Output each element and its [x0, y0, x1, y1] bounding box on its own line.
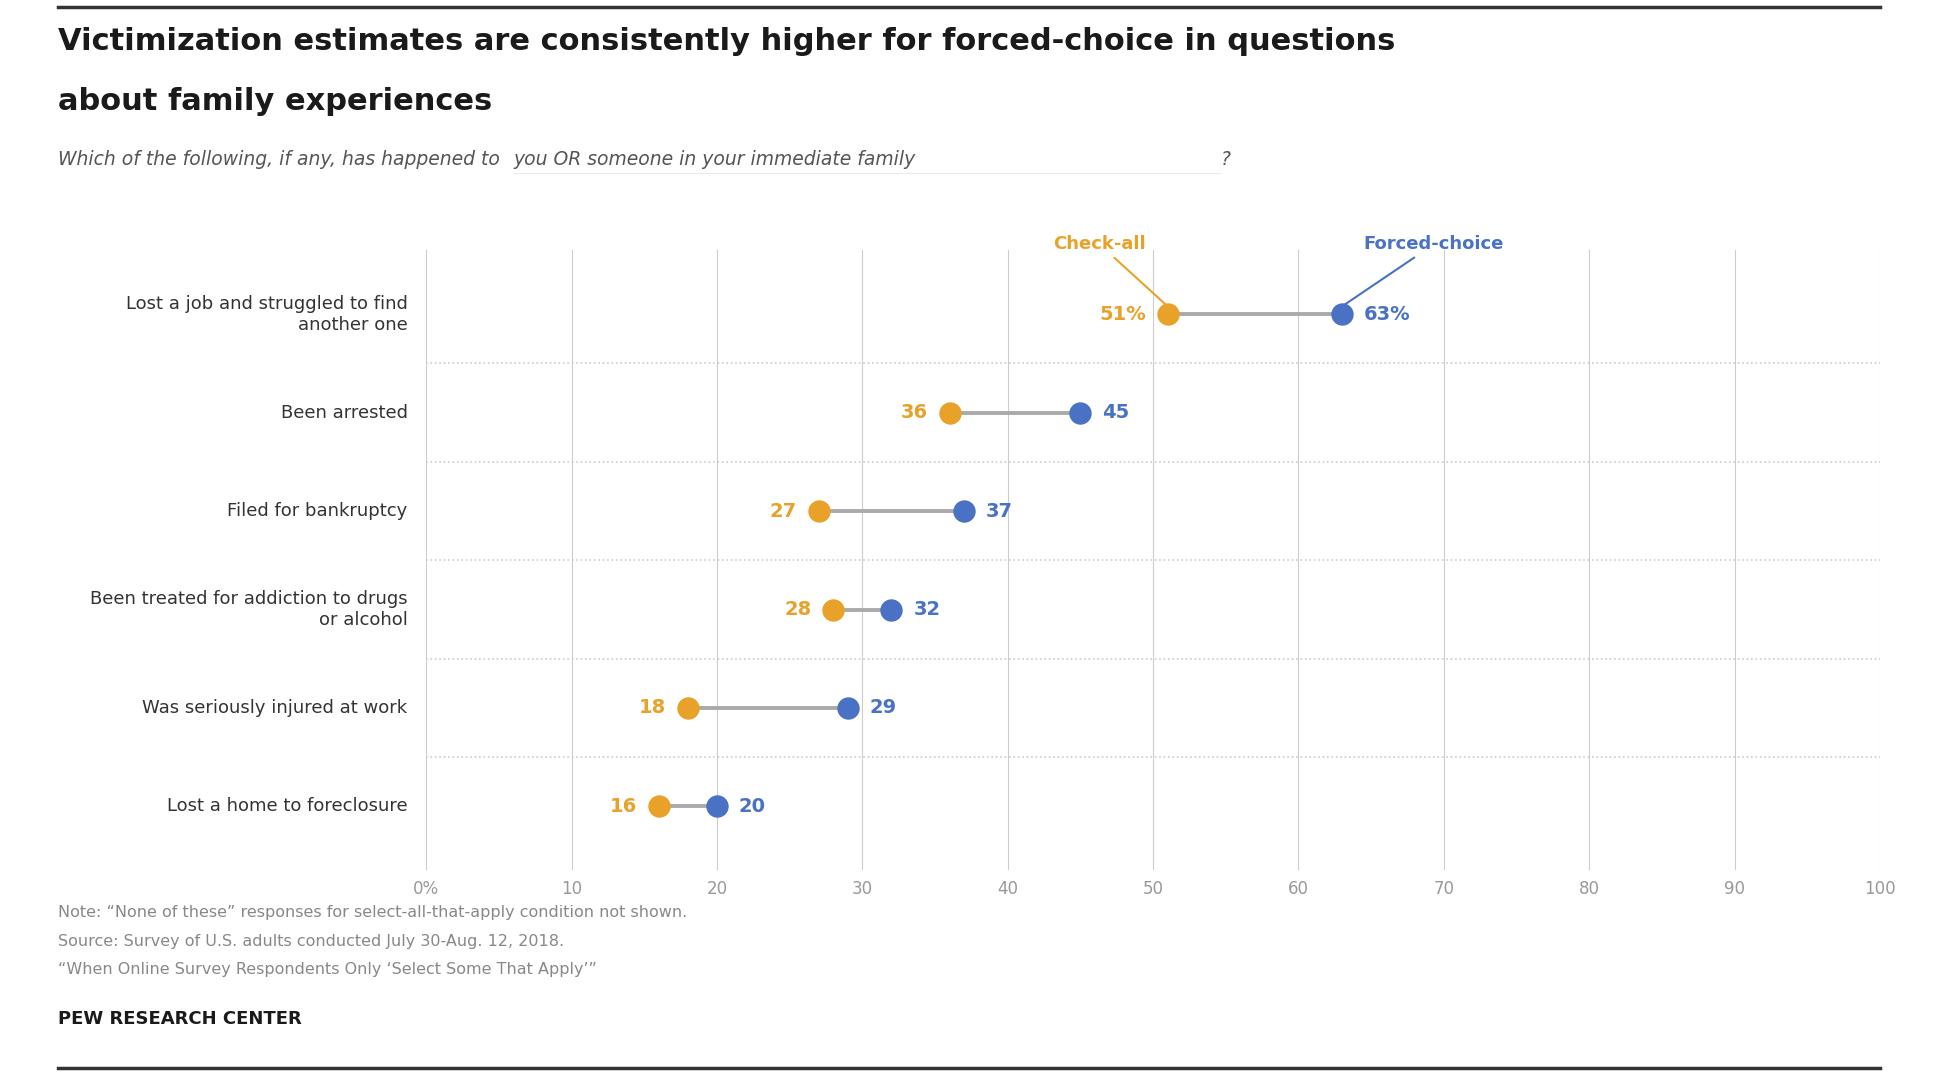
Text: 20: 20	[738, 796, 766, 816]
Point	[934, 404, 965, 421]
Text: 27: 27	[769, 502, 797, 520]
Text: Forced-choice: Forced-choice	[1345, 235, 1504, 305]
Text: about family experiences: about family experiences	[58, 87, 492, 116]
Point	[802, 503, 833, 520]
Text: 51%: 51%	[1099, 305, 1145, 324]
Text: 37: 37	[986, 502, 1014, 520]
Text: 18: 18	[640, 698, 667, 717]
Text: Note: “None of these” responses for select-all-that-apply condition not shown.: Note: “None of these” responses for sele…	[58, 905, 688, 920]
Text: 29: 29	[870, 698, 897, 717]
Text: Victimization estimates are consistently higher for forced-choice in questions: Victimization estimates are consistently…	[58, 27, 1395, 57]
Text: 28: 28	[785, 601, 812, 619]
Point	[831, 700, 862, 717]
Point	[1064, 404, 1095, 421]
Point	[1326, 306, 1357, 323]
Text: 32: 32	[913, 601, 940, 619]
Text: ?: ?	[1221, 150, 1231, 169]
Text: Source: Survey of U.S. adults conducted July 30-Aug. 12, 2018.: Source: Survey of U.S. adults conducted …	[58, 934, 564, 949]
Text: Which of the following, if any, has happened to: Which of the following, if any, has happ…	[58, 150, 506, 169]
Point	[672, 700, 703, 717]
Point	[643, 798, 674, 815]
Text: 45: 45	[1103, 404, 1130, 422]
Text: PEW RESEARCH CENTER: PEW RESEARCH CENTER	[58, 1010, 302, 1028]
Text: “When Online Survey Respondents Only ‘Select Some That Apply’”: “When Online Survey Respondents Only ‘Se…	[58, 962, 597, 977]
Text: 36: 36	[901, 404, 928, 422]
Point	[876, 601, 907, 618]
Point	[948, 503, 979, 520]
Text: Check-all: Check-all	[1052, 235, 1165, 305]
Point	[702, 798, 733, 815]
Text: 63%: 63%	[1364, 305, 1411, 324]
Text: 16: 16	[610, 796, 638, 816]
Point	[818, 601, 849, 618]
Text: you OR someone in your immediate family: you OR someone in your immediate family	[514, 150, 917, 169]
Point	[1151, 306, 1182, 323]
